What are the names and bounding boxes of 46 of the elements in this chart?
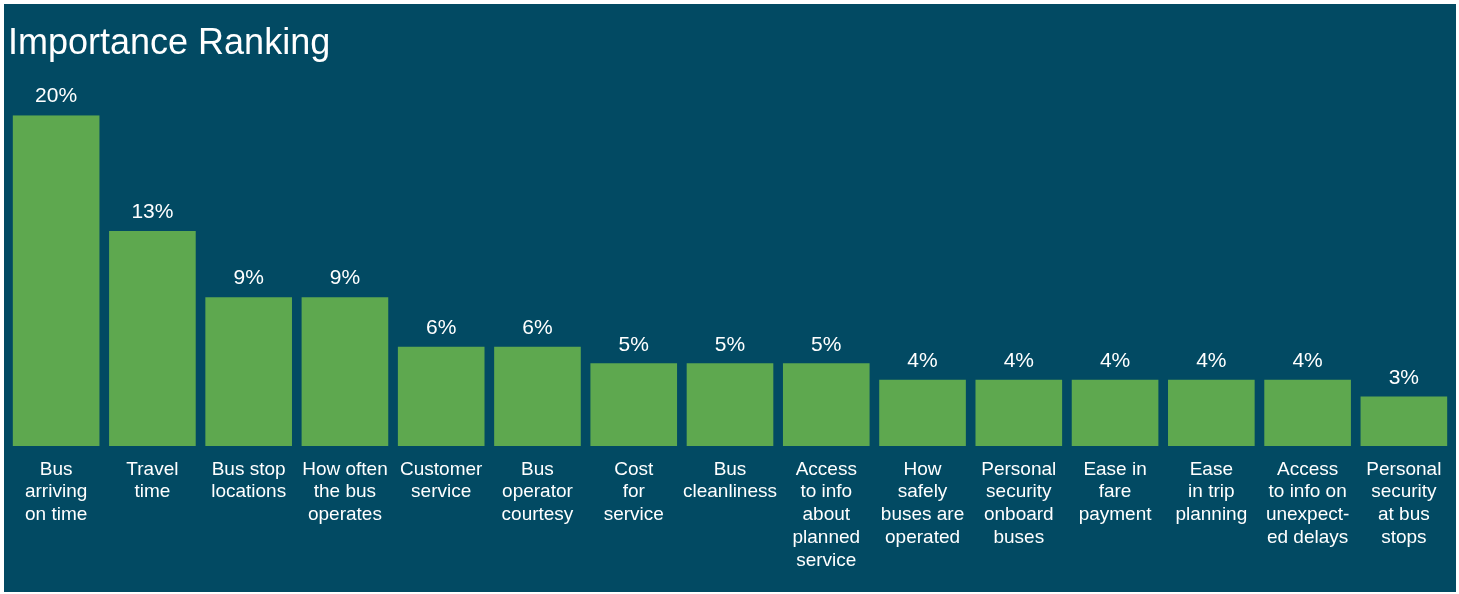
data-label: 9% (329, 265, 361, 289)
bar (879, 379, 966, 446)
data-label: 13% (131, 199, 174, 223)
x-tick-label: Bus cleanliness (683, 457, 777, 502)
bar (397, 346, 485, 446)
bar (205, 297, 292, 446)
x-tick-label: Customer service (400, 457, 484, 502)
data-label: 9% (233, 265, 264, 289)
data-label: 4% (1099, 348, 1131, 372)
x-tick-label: Ease in fare payment (1078, 457, 1153, 525)
x-tick-label: Cost for service (603, 457, 664, 525)
x-tick-label: How safely buses are operated (880, 457, 965, 548)
bar (975, 379, 1063, 446)
x-tick-label: Bus arriving on time (24, 457, 88, 525)
bar (109, 230, 196, 446)
bar (590, 363, 678, 446)
data-label: 4% (907, 348, 938, 372)
data-label: 3% (1388, 364, 1420, 388)
x-tick-label: How often the bus operates (302, 457, 388, 525)
data-label: 5% (811, 331, 842, 355)
chart-title: Importance Ranking (8, 20, 331, 62)
x-tick-label: Personal security onboard buses (981, 457, 1057, 548)
x-tick-label: Bus operator courtesy (501, 457, 574, 525)
bar (12, 115, 100, 446)
data-label: 5% (714, 331, 746, 355)
data-label: 20% (35, 83, 78, 107)
x-tick-label: Personal security at bus stops (1366, 457, 1442, 548)
bar (1071, 379, 1159, 446)
data-label: 4% (1196, 348, 1227, 372)
bar (1168, 379, 1255, 446)
data-label: 6% (522, 315, 553, 339)
x-tick-label: Access to info about planned service (792, 457, 861, 570)
x-tick-label: Ease in trip planning (1175, 457, 1248, 525)
data-label: 6% (426, 315, 457, 339)
bar (782, 363, 870, 446)
data-label: 4% (1003, 348, 1034, 372)
bar (1264, 379, 1351, 446)
bar (494, 346, 581, 446)
bar (1360, 396, 1448, 446)
x-tick-label: Travel time (126, 457, 179, 502)
x-tick-label: Access to info on unexpect- ed delays (1265, 457, 1350, 548)
data-label: 4% (1292, 348, 1323, 372)
data-label: 5% (618, 331, 649, 355)
bar (686, 363, 774, 446)
x-tick-label: Bus stop locations (211, 457, 287, 502)
bar (301, 297, 389, 446)
